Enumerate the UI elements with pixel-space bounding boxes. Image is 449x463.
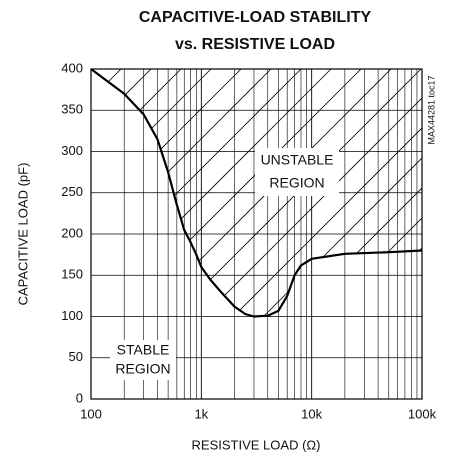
- hatch-line: [91, 69, 242, 317]
- hatch-line: [180, 69, 422, 317]
- x-tick-label: 100k: [408, 406, 437, 421]
- y-tick-label: 150: [61, 267, 83, 282]
- x-axis-title: RESISTIVE LOAD (Ω): [192, 437, 321, 452]
- annotation: STABLE: [117, 342, 170, 358]
- annotation-bg: [255, 148, 339, 196]
- y-tick-label: 400: [61, 60, 83, 75]
- hatch-line: [91, 69, 212, 317]
- hatch-line: [91, 69, 362, 317]
- hatch-line: [150, 69, 422, 317]
- hatch-line: [91, 69, 392, 317]
- data-line: [90, 68, 423, 318]
- hatch-line: [91, 69, 422, 317]
- chart-title: CAPACITIVE-LOAD STABILITY: [139, 9, 372, 26]
- hatch-line: [120, 69, 422, 317]
- y-tick-label: 200: [61, 225, 83, 240]
- y-tick-label: 0: [76, 390, 83, 405]
- hatch-line: [240, 69, 422, 317]
- annotation: REGION: [115, 361, 170, 377]
- y-tick-label: 350: [61, 102, 83, 117]
- figure-id: MAX44281 toc17: [426, 75, 436, 144]
- annotation: UNSTABLE: [261, 152, 334, 168]
- plot-frame: [90, 68, 423, 400]
- plot-layer: 0 50 100 150 200 250 300 350 400 100 1k 10k 100k: [61, 60, 437, 421]
- x-tick-label: 100: [80, 406, 102, 421]
- chart-title: vs. RESISTIVE LOAD: [175, 36, 335, 53]
- y-tick-label: 50: [69, 349, 83, 364]
- annotation-bg: [110, 340, 176, 380]
- hatch-line: [210, 69, 422, 317]
- x-tick-label: 10k: [301, 406, 322, 421]
- y-tick-label: 100: [61, 308, 83, 323]
- y-tick-label: 300: [61, 143, 83, 158]
- annotation: REGION: [269, 175, 324, 191]
- y-axis-title: CAPACITIVE LOAD (pF): [15, 163, 30, 306]
- y-tick-label: 250: [61, 184, 83, 199]
- x-tick-label: 1k: [194, 406, 208, 421]
